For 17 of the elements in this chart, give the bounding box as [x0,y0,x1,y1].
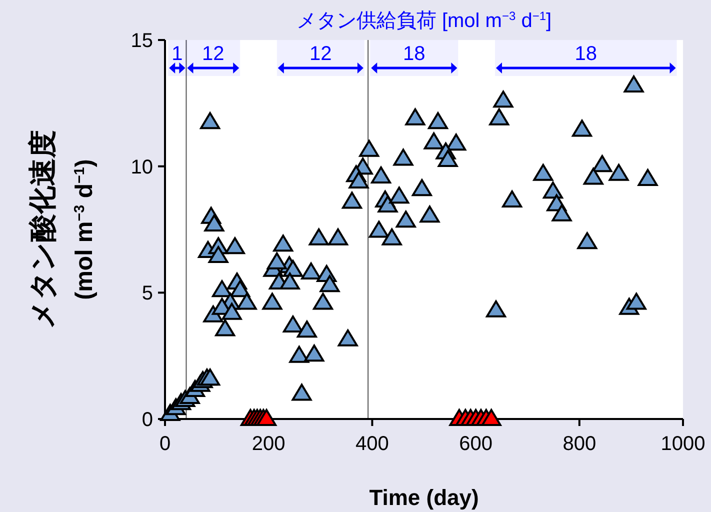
x-tick-label: 600 [459,433,492,455]
x-axis-title: Time (day) [369,485,479,510]
x-tick-label: 1000 [660,433,706,455]
x-tick-label: 800 [562,433,596,455]
y-tick-label: 5 [142,282,153,305]
x-tick-label: 200 [252,433,286,455]
y-tick-label: 15 [130,30,153,52]
band-label: 1 [172,43,183,65]
band-label: 12 [202,43,224,65]
x-tick-label: 400 [356,433,389,455]
band-label: 18 [403,43,426,65]
y-tick-label: 10 [130,156,153,178]
band-label: 18 [574,43,597,65]
band-label: 12 [310,43,332,65]
x-tick-label: 0 [159,433,171,455]
chart-title: メタン供給負荷 [mol m$^{−3}$ d$^{−1}$] [296,9,552,32]
y-tick-label: 0 [142,409,153,431]
